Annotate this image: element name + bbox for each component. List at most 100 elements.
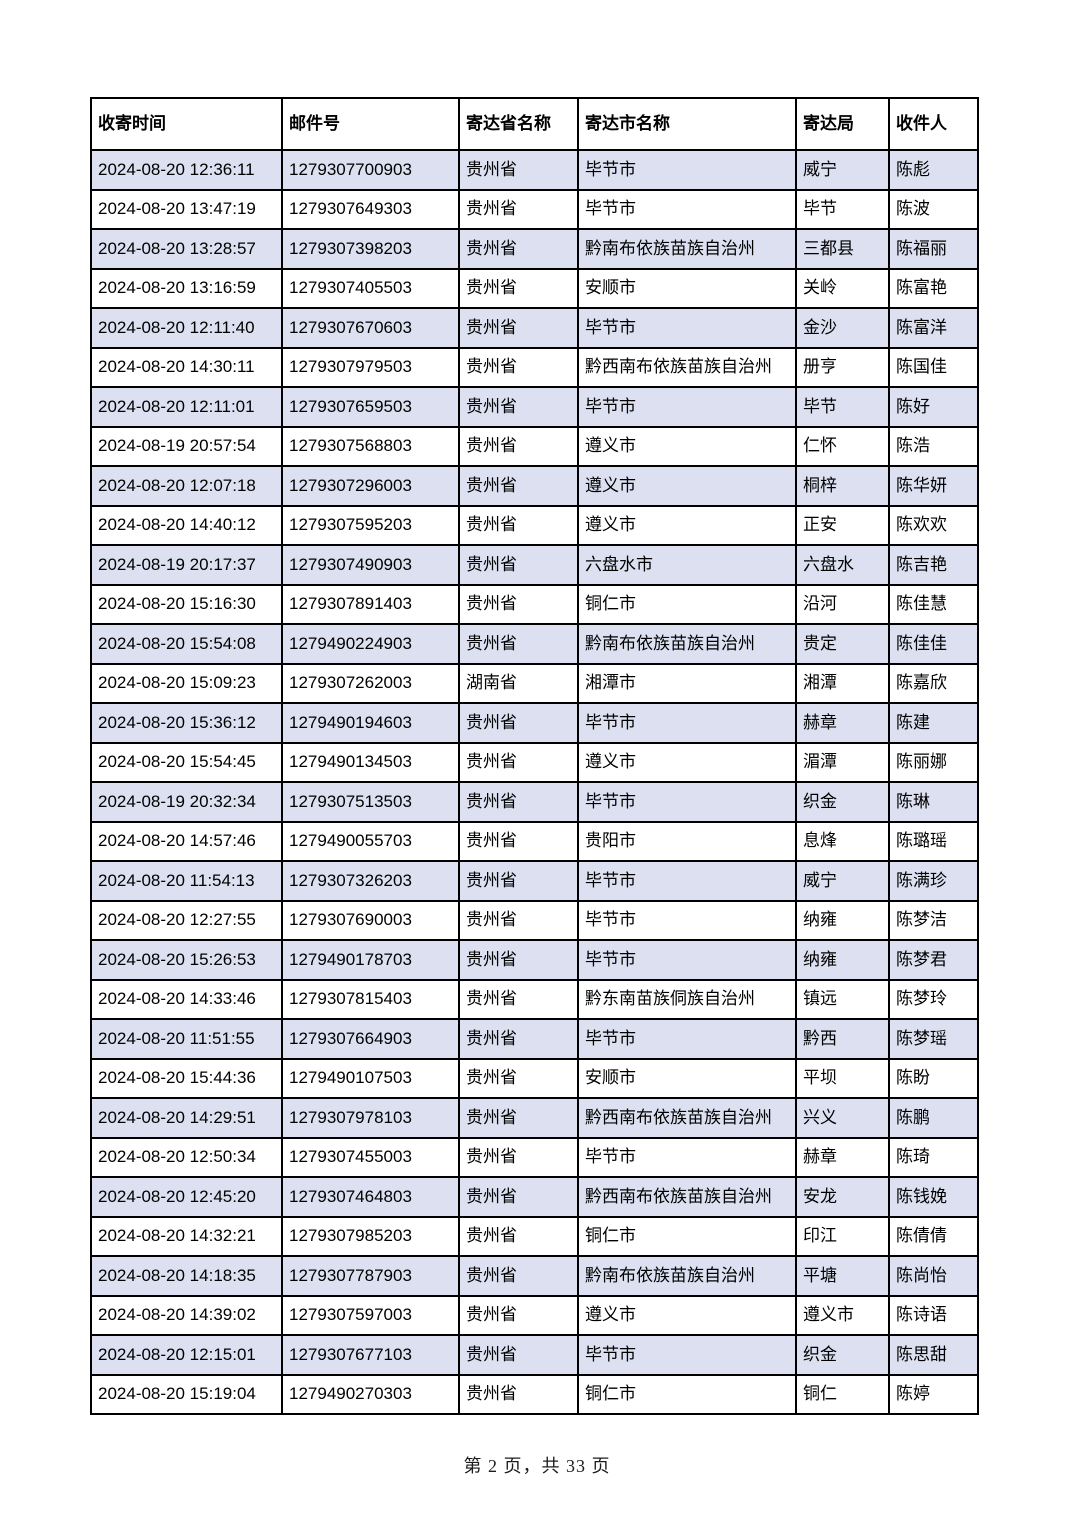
table-row: 2024-08-20 15:36:12 1279490194603 贵州省 毕节市 赫章… (90, 702, 979, 744)
table-cell: 毕节市 (577, 386, 797, 428)
table-cell: 2024-08-20 15:44:36 (90, 1057, 283, 1099)
table-cell: 2024-08-19 20:32:34 (90, 781, 283, 823)
table-cell: 2024-08-20 12:50:34 (90, 1136, 283, 1178)
table-cell: 2024-08-20 14:32:21 (90, 1215, 283, 1257)
table-cell: 毕节市 (577, 188, 797, 230)
table-cell: 1279307455003 (281, 1136, 460, 1178)
table-cell: 贵阳市 (577, 820, 797, 862)
table-row: 2024-08-20 12:50:34 1279307455003 贵州省 毕节市 赫章… (90, 1136, 979, 1178)
table-cell: 陈富洋 (888, 307, 979, 349)
table-cell: 铜仁市 (577, 1215, 797, 1257)
table-cell: 贵州省 (458, 899, 579, 941)
table-cell: 陈梦洁 (888, 899, 979, 941)
table-cell: 2024-08-20 15:09:23 (90, 662, 283, 704)
table-row: 2024-08-20 14:40:12 1279307595203 贵州省 遵义市 正安… (90, 504, 979, 546)
table-cell: 1279307659503 (281, 386, 460, 428)
table-cell: 陈璐瑶 (888, 820, 979, 862)
table-cell: 贵州省 (458, 188, 579, 230)
table-cell: 1279490270303 (281, 1373, 460, 1415)
table-row: 2024-08-20 14:57:46 1279490055703 贵州省 贵阳市 息烽… (90, 820, 979, 862)
header-recipient: 收件人 (888, 97, 979, 151)
table-cell: 1279307490903 (281, 544, 460, 586)
table-cell: 平坝 (795, 1057, 890, 1099)
table-cell: 2024-08-20 14:40:12 (90, 504, 283, 546)
table-cell: 遵义市 (577, 1294, 797, 1336)
table-row: 2024-08-19 20:32:34 1279307513503 贵州省 毕节市 织金… (90, 781, 979, 823)
table-cell: 1279490194603 (281, 702, 460, 744)
table-cell: 黔西南布依族苗族自治州 (577, 1176, 797, 1218)
table-cell: 黔南布依族苗族自治州 (577, 1255, 797, 1297)
table-cell: 黔西南布依族苗族自治州 (577, 1097, 797, 1139)
table-cell: 2024-08-20 14:18:35 (90, 1255, 283, 1297)
table-cell: 桐梓 (795, 465, 890, 507)
table-cell: 威宁 (795, 149, 890, 191)
table-row: 2024-08-20 14:39:02 1279307597003 贵州省 遵义市 遵义… (90, 1294, 979, 1336)
table-cell: 贵州省 (458, 1057, 579, 1099)
table-cell: 1279307296003 (281, 465, 460, 507)
table-cell: 毕节市 (577, 860, 797, 902)
table-row: 2024-08-20 12:07:18 1279307296003 贵州省 遵义市 桐梓… (90, 465, 979, 507)
table-cell: 湘潭 (795, 662, 890, 704)
table-row: 2024-08-20 12:11:40 1279307670603 贵州省 毕节市 金沙… (90, 307, 979, 349)
table-row: 2024-08-20 15:44:36 1279490107503 贵州省 安顺市 平坝… (90, 1057, 979, 1099)
table-cell: 遵义市 (795, 1294, 890, 1336)
table-cell: 1279307597003 (281, 1294, 460, 1336)
table-cell: 陈婷 (888, 1373, 979, 1415)
table-cell: 毕节市 (577, 1136, 797, 1178)
table-row: 2024-08-20 15:26:53 1279490178703 贵州省 毕节市 纳雍… (90, 939, 979, 981)
table-cell: 织金 (795, 1334, 890, 1376)
page-footer: 第 2 页，共 33 页 (463, 1456, 611, 1476)
table-cell: 遵义市 (577, 504, 797, 546)
header-mail-number: 邮件号 (281, 97, 460, 151)
table-cell: 2024-08-20 12:45:20 (90, 1176, 283, 1218)
table-cell: 贵州省 (458, 465, 579, 507)
table-cell: 贵州省 (458, 346, 579, 388)
table-cell: 2024-08-20 12:15:01 (90, 1334, 283, 1376)
table-cell: 1279307787903 (281, 1255, 460, 1297)
table-cell: 陈倩倩 (888, 1215, 979, 1257)
mail-records-table: 收寄时间 邮件号 寄达省名称 寄达市名称 寄达局 收件人 2024-08-20 … (90, 97, 979, 1415)
table-cell: 遵义市 (577, 425, 797, 467)
table-cell: 毕节市 (577, 1334, 797, 1376)
table-cell: 陈梦君 (888, 939, 979, 981)
table-row: 2024-08-20 15:54:08 1279490224903 贵州省 黔南布依族… (90, 623, 979, 665)
table-row: 2024-08-20 12:27:55 1279307690003 贵州省 毕节市 纳雍… (90, 899, 979, 941)
table-cell: 贵州省 (458, 1215, 579, 1257)
table-cell: 贵州省 (458, 1097, 579, 1139)
table-cell: 2024-08-20 15:54:45 (90, 741, 283, 783)
table-row: 2024-08-20 14:30:11 1279307979503 贵州省 黔西南布依… (90, 346, 979, 388)
table-cell: 贵州省 (458, 544, 579, 586)
table-cell: 1279307978103 (281, 1097, 460, 1139)
table-cell: 沿河 (795, 583, 890, 625)
table-cell: 赫章 (795, 1136, 890, 1178)
table-cell: 1279490107503 (281, 1057, 460, 1099)
table-cell: 册亨 (795, 346, 890, 388)
table-cell: 陈建 (888, 702, 979, 744)
table-cell: 湄潭 (795, 741, 890, 783)
table-cell: 2024-08-20 14:33:46 (90, 978, 283, 1020)
table-row: 2024-08-20 11:54:13 1279307326203 贵州省 毕节市 威宁… (90, 860, 979, 902)
table-row: 2024-08-20 14:18:35 1279307787903 贵州省 黔南布依族… (90, 1255, 979, 1297)
table-cell: 黔南布依族苗族自治州 (577, 228, 797, 270)
table-row: 2024-08-20 12:36:11 1279307700903 贵州省 毕节市 威宁… (90, 149, 979, 191)
header-dest-province: 寄达省名称 (458, 97, 579, 151)
table-cell: 2024-08-20 11:51:55 (90, 1018, 283, 1060)
table-cell: 仁怀 (795, 425, 890, 467)
table-cell: 陈富艳 (888, 267, 979, 309)
table-cell: 贵州省 (458, 307, 579, 349)
table-cell: 陈浩 (888, 425, 979, 467)
table-cell: 贵州省 (458, 1136, 579, 1178)
header-receive-time: 收寄时间 (90, 97, 283, 151)
table-cell: 黔西南布依族苗族自治州 (577, 346, 797, 388)
table-cell: 贵州省 (458, 267, 579, 309)
table-cell: 赫章 (795, 702, 890, 744)
table-cell: 贵州省 (458, 820, 579, 862)
table-cell: 贵州省 (458, 228, 579, 270)
table-cell: 陈佳佳 (888, 623, 979, 665)
table-cell: 1279490178703 (281, 939, 460, 981)
table-cell: 湖南省 (458, 662, 579, 704)
table-cell: 贵州省 (458, 702, 579, 744)
table-cell: 陈钱娩 (888, 1176, 979, 1218)
table-cell: 1279307979503 (281, 346, 460, 388)
